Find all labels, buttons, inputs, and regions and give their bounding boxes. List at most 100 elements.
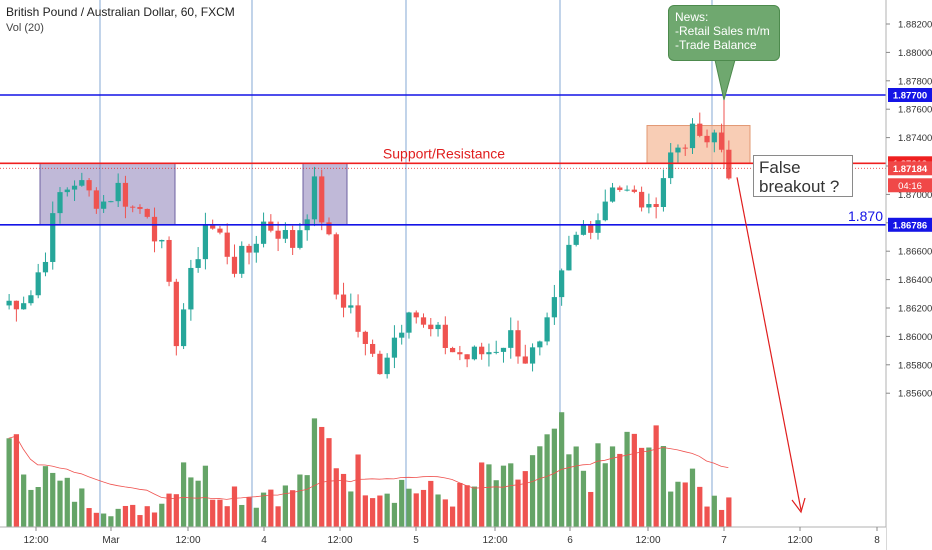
volume-bar [718,509,725,527]
volume-bar [631,433,637,527]
volume-bar [13,434,20,527]
volume-bar [217,499,223,527]
volume-bar [166,493,172,527]
volume-bar [188,477,194,527]
candle-body [260,221,267,244]
volume-bar [93,512,99,527]
candle-body [159,239,165,242]
volume-bar [566,454,572,527]
candle-body [551,297,557,318]
price-tag-upper-bg [888,88,932,102]
news-line: -Trade Balance [675,38,757,52]
volume-bar [617,453,623,527]
candle-body [471,346,478,360]
candle-body [28,295,34,304]
candle-body [479,346,485,355]
volume-bar [508,463,514,527]
volume-bar [319,426,325,527]
price-tag-lower: 1.86786 [893,220,927,231]
candle-body [449,347,456,353]
time-tick-label: 12:00 [23,535,48,546]
candle-body [537,341,543,348]
candle-body [660,178,667,208]
volume-bar [653,425,659,527]
time-tick-label: 12:00 [482,535,507,546]
price-tick-label: 1.86400 [898,275,932,286]
volume-bar [333,468,339,527]
volume-bar [551,428,557,527]
candle-body [435,324,441,330]
time-tick-label: 6 [567,535,573,546]
candle-body [115,182,121,202]
volume-bar [609,446,616,527]
volume-bar [144,506,150,527]
projection-arrow-line [736,177,802,511]
candle-body [224,232,230,257]
volume-bar [377,495,383,527]
volume-bar [428,480,434,527]
price-tick-label: 1.87600 [898,105,932,116]
volume-bar [6,438,12,527]
volume-bar [326,438,332,527]
candle-body [384,357,390,375]
candle-body [195,259,201,268]
candle-body [428,324,434,330]
volume-bar [384,493,390,527]
candle-body [64,189,70,193]
time-tick-label: 12:00 [327,535,352,546]
volume-bar [71,501,78,527]
symbol-title: British Pound / Australian Dollar, 60, F… [6,5,235,19]
price-tick-label: 1.86600 [898,247,932,258]
volume-bar [79,488,85,527]
candle-body [333,234,339,295]
volume-bar [697,486,703,527]
candle-body [79,180,85,186]
candle-body [370,343,376,354]
volume-bar [21,474,27,527]
volume-bar [515,479,521,527]
candle-body [529,347,536,364]
volume-bar [588,491,594,527]
false-breakout-note: False breakout ? [753,155,853,197]
volume-bar [275,506,281,527]
candle-body [420,317,427,325]
candle-body [210,224,216,229]
countdown-tag-bg [888,178,932,193]
volume-bar [420,489,427,527]
candle-body [13,300,20,310]
price-tick-label: 1.88200 [898,20,932,31]
volume-bar [689,468,696,527]
volume-bar [282,485,288,527]
false-breakout-line: breakout ? [759,177,840,196]
candle-body [624,189,630,191]
candle-body [377,353,383,375]
volume-bar [159,503,165,527]
volume-bar [522,471,528,527]
candle-body [362,331,368,344]
volume-bar [464,485,470,527]
candle-body [50,213,56,262]
price-tick-label: 1.87800 [898,76,932,87]
volume-bar [449,506,456,527]
price-tag-upper: 1.87700 [893,91,927,102]
volume-bar [348,491,354,527]
volume-bar [180,462,187,527]
news-line: -Retail Sales m/m [675,24,770,38]
candle-body [515,330,521,357]
volume-bar [151,512,158,527]
candle-body [631,189,637,192]
level-1870-label: 1.870 [848,208,883,224]
candle-body [57,192,63,214]
volume-bar [660,446,667,527]
candle-body [522,356,528,364]
candle-body [239,245,245,274]
price-tag-lower-bg [888,217,932,232]
candle-body [573,234,579,245]
time-tick-label: 12:00 [787,535,812,546]
candle-body [704,135,710,143]
candle-body [202,224,209,260]
candle-body [101,201,107,209]
candle-body [588,224,594,233]
volume-bar [479,462,485,527]
